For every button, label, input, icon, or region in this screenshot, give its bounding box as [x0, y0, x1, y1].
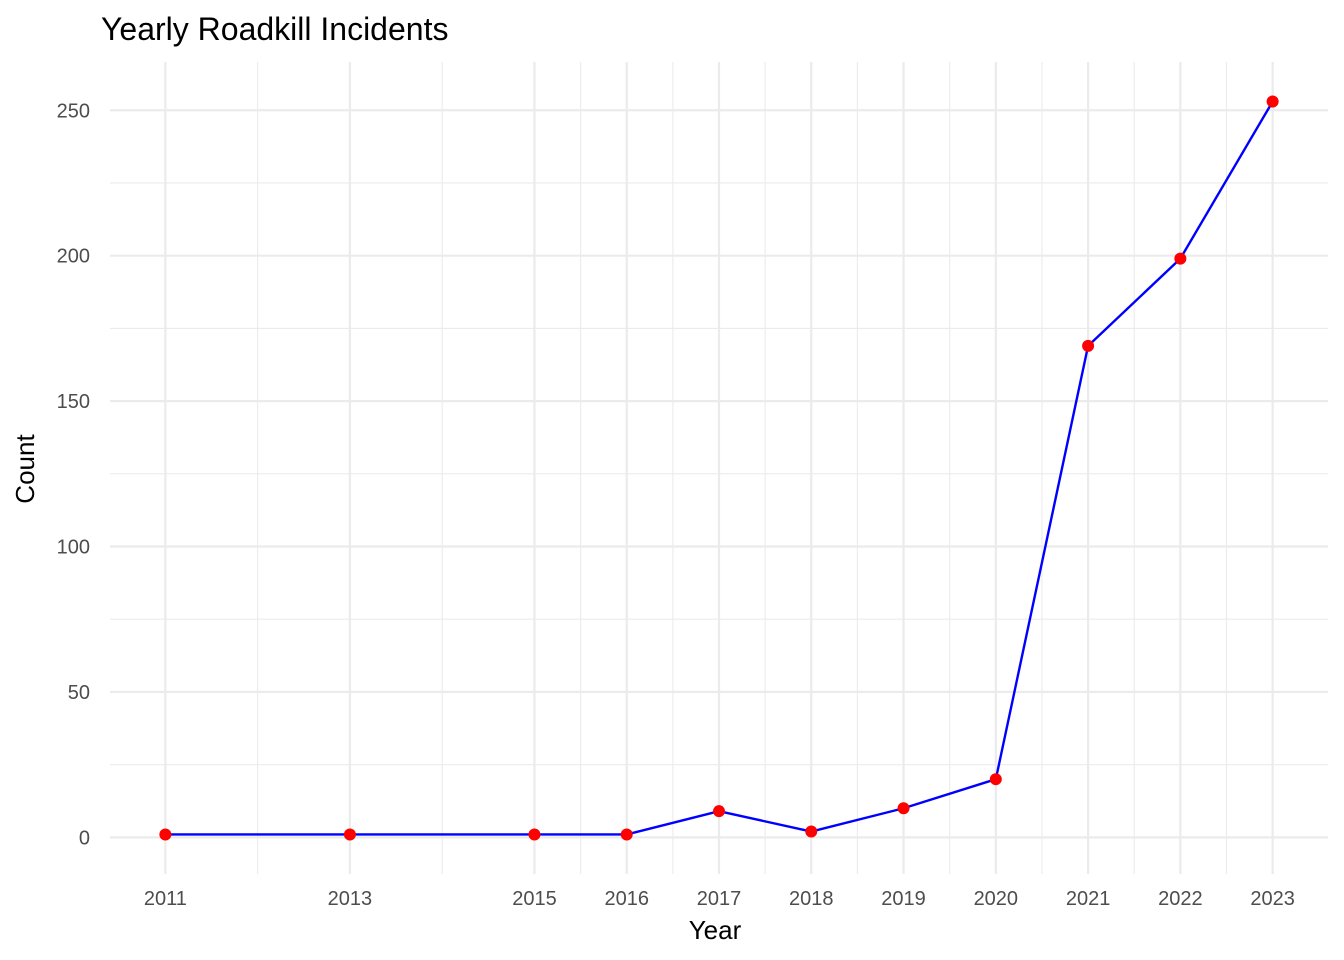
data-point	[528, 828, 541, 841]
y-tick-label: 100	[57, 537, 90, 559]
y-tick-label: 50	[68, 682, 90, 704]
x-axis-tick-labels: 2011 2013 2015 2016 2017 2018 2019 2020 2021 2022…	[144, 888, 1295, 910]
series-points	[159, 95, 1279, 841]
x-tick-label: 2023	[1250, 888, 1295, 910]
data-point	[1174, 252, 1187, 265]
y-axis-title: Count	[10, 434, 40, 504]
y-tick-label: 200	[57, 246, 90, 268]
x-axis-title: Year	[689, 915, 742, 945]
data-point	[1266, 95, 1279, 108]
data-point	[343, 828, 356, 841]
plot-area	[110, 62, 1328, 874]
x-tick-label: 2015	[512, 888, 557, 910]
x-tick-label: 2017	[697, 888, 742, 910]
data-point	[805, 825, 818, 838]
major-x-gridlines	[164, 62, 1274, 874]
x-tick-label: 2013	[328, 888, 373, 910]
x-tick-label: 2018	[789, 888, 834, 910]
x-tick-label: 2019	[881, 888, 926, 910]
x-tick-label: 2020	[974, 888, 1019, 910]
data-point	[620, 828, 633, 841]
y-tick-label: 0	[79, 827, 90, 849]
data-point	[1082, 339, 1095, 352]
chart-title: Yearly Roadkill Incidents	[101, 11, 448, 47]
x-tick-label: 2021	[1066, 888, 1111, 910]
minor-x-gridlines	[257, 62, 1228, 874]
data-point	[989, 773, 1002, 786]
y-tick-label: 150	[57, 391, 90, 413]
x-tick-label: 2016	[604, 888, 649, 910]
data-point	[159, 828, 172, 841]
y-axis-tick-labels: 0 50 100 150 200 250	[57, 100, 90, 849]
y-tick-label: 250	[57, 100, 90, 122]
data-point	[897, 802, 910, 815]
x-tick-label: 2022	[1158, 888, 1203, 910]
x-tick-label: 2011	[144, 888, 187, 910]
data-point	[713, 805, 725, 818]
